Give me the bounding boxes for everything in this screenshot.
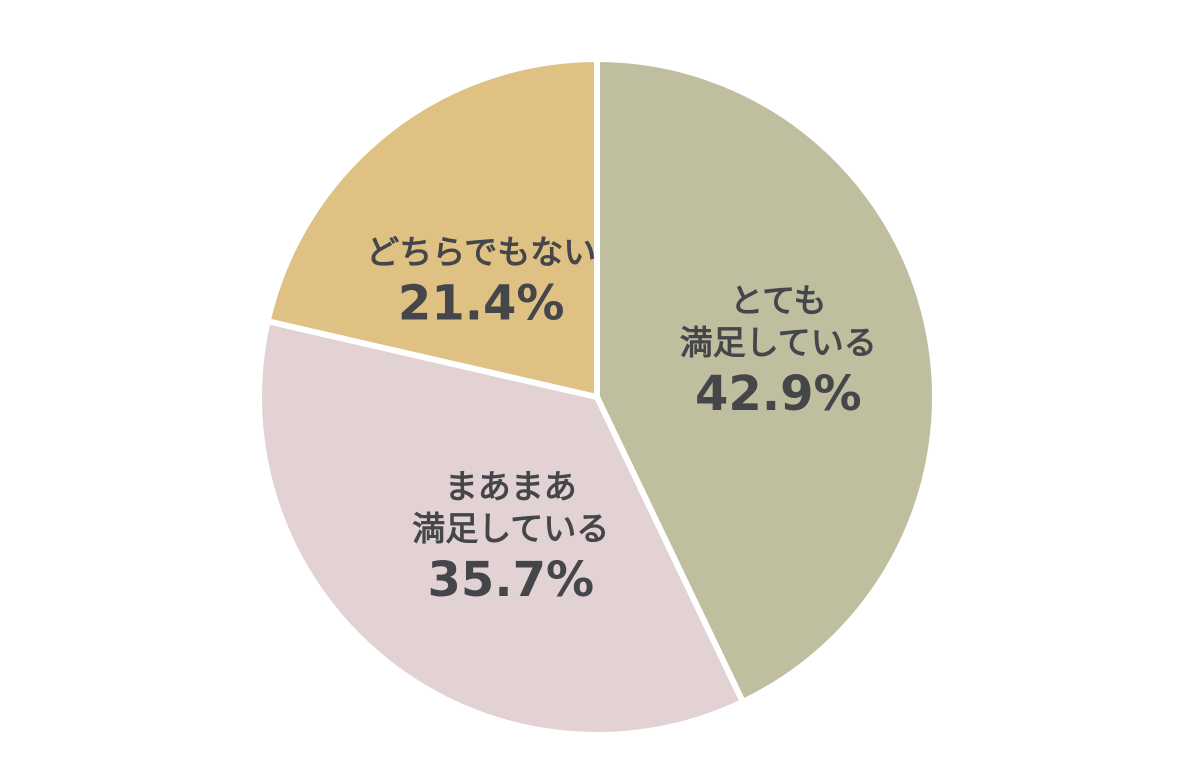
pie-slice-0 <box>594 56 938 705</box>
pie-slice-1 <box>256 318 746 738</box>
slice-value-1: 35.7% <box>428 552 595 608</box>
pie-labels: とても満足している42.9%まあまあ満足している35.7%どちらでもない21.4… <box>366 233 877 608</box>
slice-value-2: 21.4% <box>398 276 565 332</box>
slice-label-1-line-0: まあまあ <box>445 467 577 506</box>
pie-slices <box>256 56 938 738</box>
slice-label-0-line-1: 満足している <box>680 323 877 362</box>
pie-slice-2 <box>264 56 600 400</box>
slice-label-2-line-0: どちらでもない <box>366 233 596 272</box>
slice-value-0: 42.9% <box>695 366 862 422</box>
slice-label-0-line-0: とても <box>730 281 826 320</box>
slice-label-1-line-1: 満足している <box>412 509 609 548</box>
